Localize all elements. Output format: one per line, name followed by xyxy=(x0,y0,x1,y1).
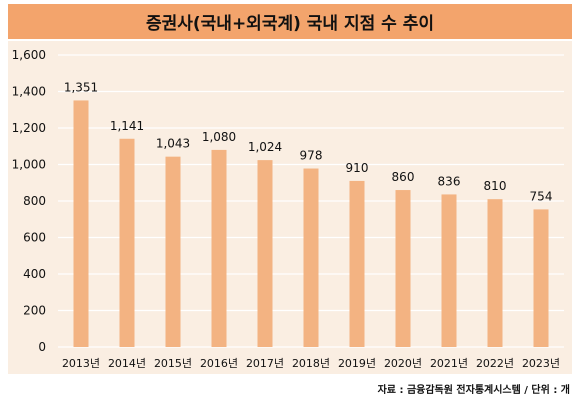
data-label: 978 xyxy=(300,149,323,163)
x-tick-label: 2018년 xyxy=(292,357,330,370)
y-tick-label: 1,600 xyxy=(12,48,46,62)
y-tick-label: 1,200 xyxy=(12,121,46,135)
bar xyxy=(395,190,411,347)
x-tick-label: 2015년 xyxy=(154,357,192,370)
bar xyxy=(211,149,227,347)
x-tick-label: 2022년 xyxy=(476,357,514,370)
y-tick-label: 0 xyxy=(38,340,46,354)
data-label: 1,024 xyxy=(248,140,282,154)
bar xyxy=(257,160,273,347)
x-tick-label: 2013년 xyxy=(62,357,100,370)
data-label: 754 xyxy=(530,189,553,203)
data-label: 1,351 xyxy=(64,80,98,94)
y-tick-label: 200 xyxy=(23,304,46,318)
y-tick-label: 400 xyxy=(23,267,46,281)
data-label: 910 xyxy=(346,161,369,175)
source-note: 자료 : 금융감독원 전자통계시스템 / 단위 : 개 xyxy=(377,385,570,396)
plot-area: 0 200 400 600 800 1,000 1,200 1,400 1,600 1,351 20… xyxy=(8,41,572,374)
bar xyxy=(303,168,319,347)
bar xyxy=(487,199,503,347)
y-tick-label: 1,400 xyxy=(12,85,46,99)
data-label: 860 xyxy=(392,170,415,184)
data-label: 1,141 xyxy=(110,119,144,133)
y-tick-label: 1,000 xyxy=(12,158,46,172)
x-tick-label: 2023년 xyxy=(522,357,560,370)
y-tick-label: 800 xyxy=(23,194,46,208)
x-tick-label: 2020년 xyxy=(384,357,422,370)
bar xyxy=(349,180,365,347)
bar xyxy=(533,209,549,347)
x-tick-label: 2014년 xyxy=(108,357,146,370)
x-tick-label: 2021년 xyxy=(430,357,468,370)
chart-title-banner: 증권사(국내+외국계) 국내 지점 수 추이 xyxy=(8,4,572,39)
x-tick-label: 2019년 xyxy=(338,357,376,370)
data-label: 1,043 xyxy=(156,137,190,151)
data-label: 810 xyxy=(484,179,507,193)
data-label: 1,080 xyxy=(202,130,236,144)
bar xyxy=(119,138,135,347)
chart-title: 증권사(국내+외국계) 국내 지점 수 추이 xyxy=(145,14,435,34)
y-tick-label: 600 xyxy=(23,231,46,245)
bar-chart: 0 200 400 600 800 1,000 1,200 1,400 1,600 1,351 20… xyxy=(12,48,564,370)
bar xyxy=(73,100,89,347)
bar xyxy=(441,194,457,347)
x-tick-label: 2017년 xyxy=(246,357,284,370)
x-tick-label: 2016년 xyxy=(200,357,238,370)
data-label: 836 xyxy=(438,174,461,188)
bar xyxy=(165,156,181,347)
